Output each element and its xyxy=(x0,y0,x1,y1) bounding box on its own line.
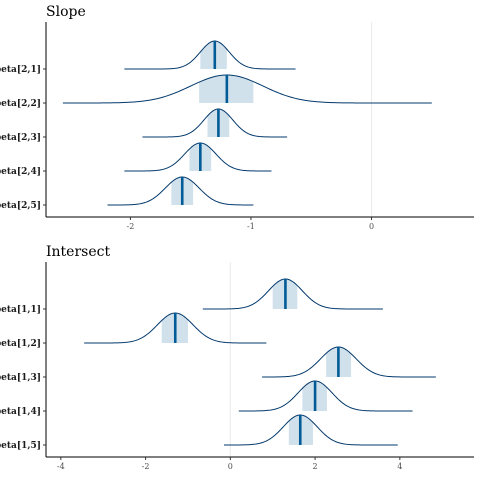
x-tick-label: 0 xyxy=(369,222,374,231)
x-tick-label: -1 xyxy=(247,222,255,231)
density-beta[1,2] xyxy=(84,312,267,344)
parameter-label: beta[1,1] xyxy=(0,305,41,315)
intersect-panel-title: Intersect xyxy=(46,244,110,260)
slope-panel: Slope -2 -1 0 beta[2,1] beta[2,2] beta[2,3] be… xyxy=(0,4,474,231)
x-tick-label: 4 xyxy=(397,462,402,471)
parameter-label: beta[2,5] xyxy=(0,201,41,211)
parameter-label: beta[1,4] xyxy=(0,407,41,417)
x-tick-label: -2 xyxy=(142,462,150,471)
parameter-label: beta[1,5] xyxy=(0,441,41,451)
density-curve xyxy=(202,278,383,310)
parameter-label: beta[2,2] xyxy=(0,99,41,109)
x-tick-label: 2 xyxy=(313,462,318,471)
density-beta[2,5] xyxy=(107,176,254,206)
density-beta[2,4] xyxy=(124,142,272,172)
density-curve xyxy=(262,346,436,378)
density-curve xyxy=(107,176,254,206)
density-beta[1,5] xyxy=(223,414,398,446)
density-curve xyxy=(62,74,432,104)
x-tick-label: -2 xyxy=(126,222,134,231)
density-beta[1,4] xyxy=(238,380,413,412)
density-curve xyxy=(223,414,398,446)
slope-plot-area: -2 -1 0 beta[2,1] beta[2,2] beta[2,3] beta[2,4… xyxy=(0,22,474,231)
density-curve xyxy=(142,108,288,138)
parameter-label: beta[2,4] xyxy=(0,167,41,177)
density-beta[2,3] xyxy=(142,108,288,138)
density-curve xyxy=(124,142,272,172)
density-beta[1,3] xyxy=(262,346,436,378)
x-tick-label: -4 xyxy=(57,462,65,471)
density-beta[2,2] xyxy=(62,74,432,104)
parameter-label: beta[1,3] xyxy=(0,373,41,383)
density-curve xyxy=(124,40,296,70)
density-beta[2,1] xyxy=(124,40,296,70)
x-tick-label: 0 xyxy=(228,462,233,471)
parameter-label: beta[2,3] xyxy=(0,133,41,143)
parameter-label: beta[1,2] xyxy=(0,339,41,349)
density-beta[1,1] xyxy=(202,278,383,310)
intersect-plot-area: -4 -2 0 2 4 beta[1,1] beta[1,2] beta[1,3] beta[1… xyxy=(0,262,474,471)
slope-panel-title: Slope xyxy=(46,4,86,20)
parameter-label: beta[2,1] xyxy=(0,65,41,75)
density-curve xyxy=(238,380,413,412)
intersect-panel: Intersect -4 -2 0 2 4 beta[1,1] beta[1,2] beta[… xyxy=(0,244,474,471)
